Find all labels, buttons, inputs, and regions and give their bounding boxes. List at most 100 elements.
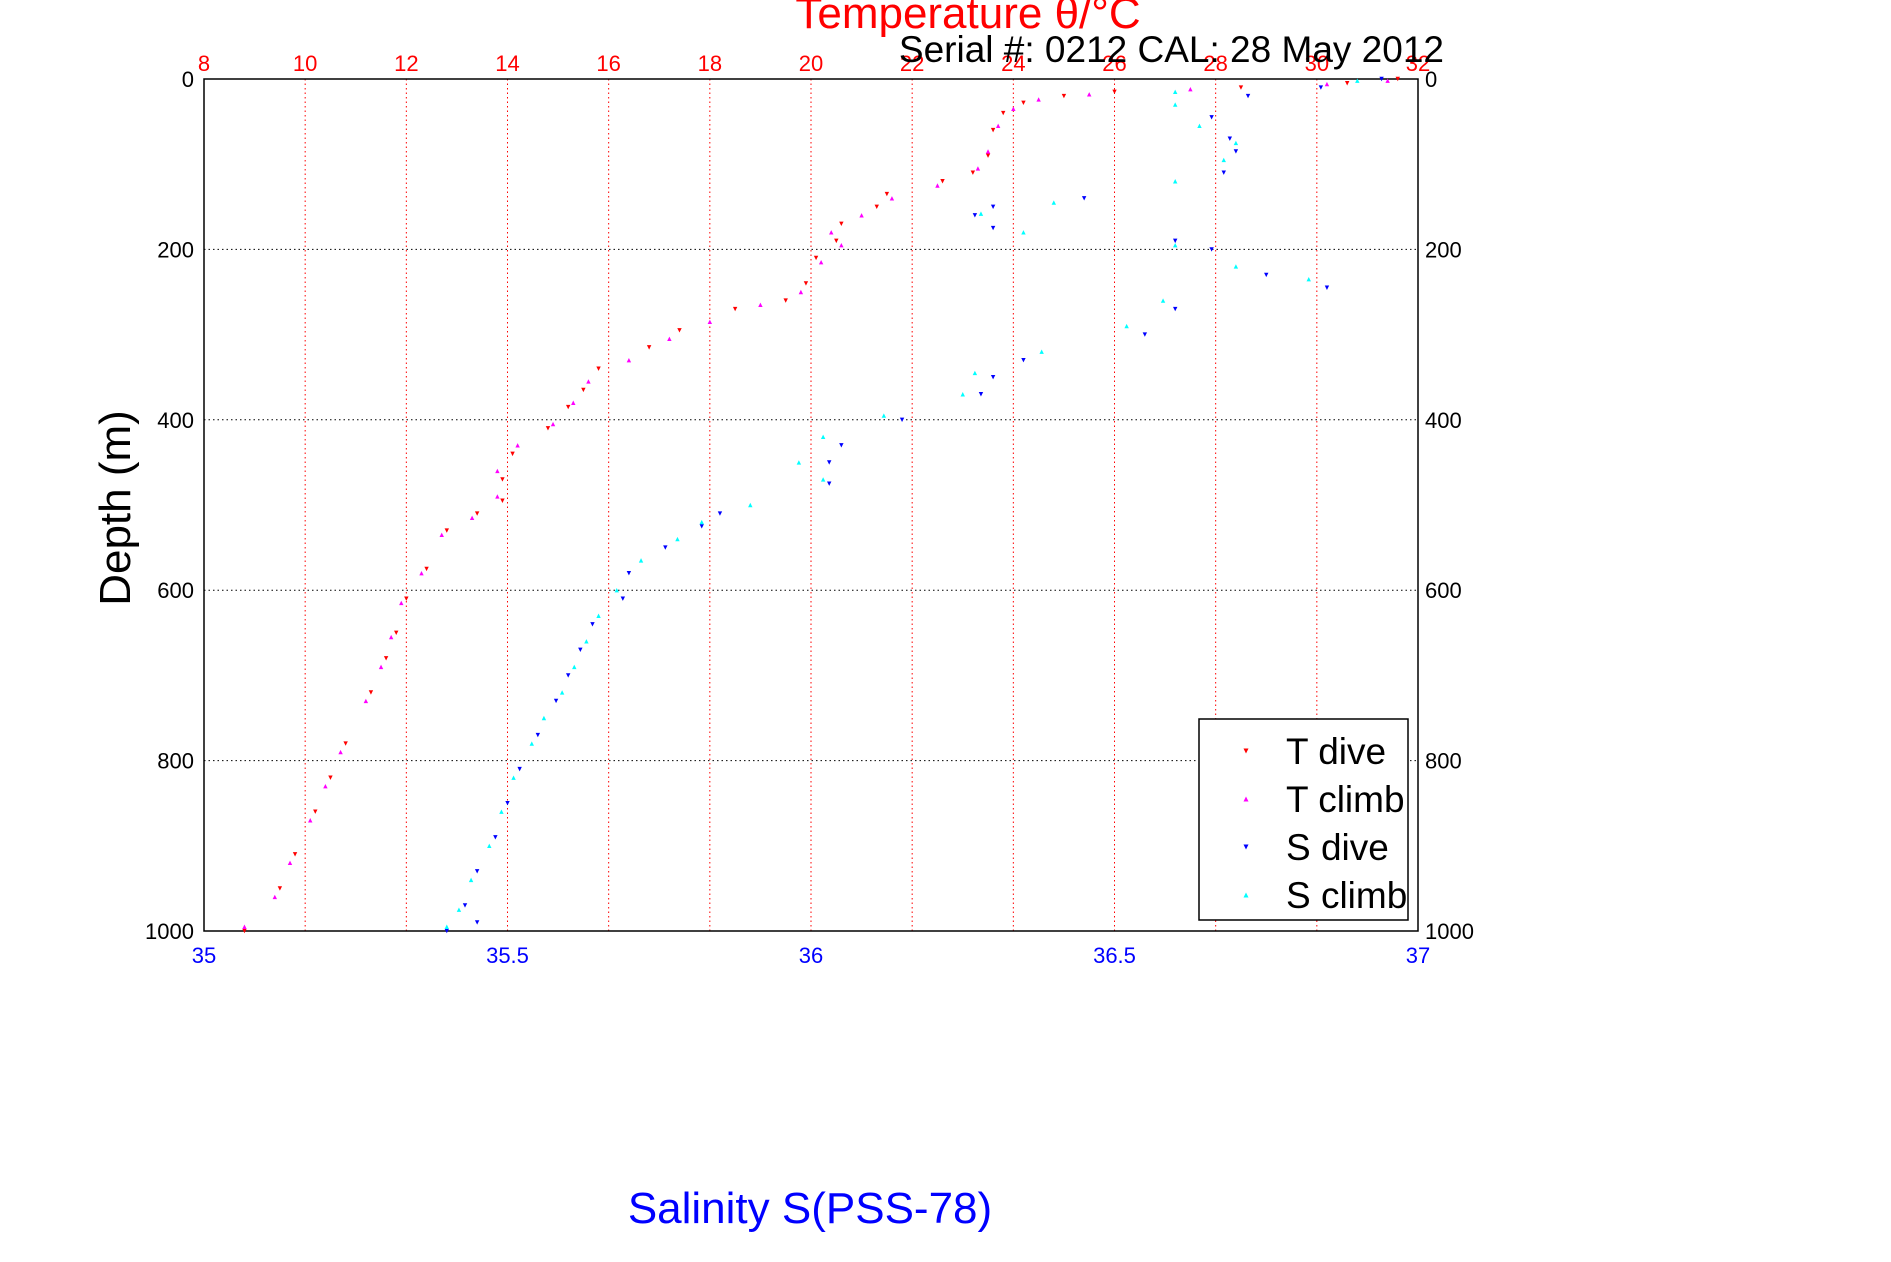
temperature-tick-label: 16 bbox=[596, 51, 620, 76]
data-point bbox=[638, 558, 644, 563]
data-point bbox=[1197, 123, 1202, 129]
data-point bbox=[839, 443, 844, 448]
data-point bbox=[272, 894, 278, 900]
data-point bbox=[584, 639, 589, 644]
salinity-tick-label: 35 bbox=[192, 943, 216, 968]
temperature-tick-label: 20 bbox=[799, 51, 823, 76]
data-point bbox=[717, 511, 723, 516]
data-point bbox=[859, 213, 864, 218]
data-point bbox=[1124, 323, 1129, 329]
data-point bbox=[1355, 78, 1360, 83]
data-point bbox=[500, 477, 505, 482]
depth-tick-label-right: 1000 bbox=[1425, 919, 1474, 944]
data-point bbox=[1173, 102, 1178, 107]
legend-marker bbox=[1243, 892, 1249, 898]
data-point bbox=[242, 924, 247, 929]
salinity-tick-label: 37 bbox=[1406, 943, 1430, 968]
data-point bbox=[829, 230, 834, 235]
data-point bbox=[1344, 81, 1350, 86]
legend-box bbox=[1198, 718, 1409, 921]
data-point bbox=[626, 357, 632, 363]
data-point bbox=[495, 494, 500, 499]
data-point bbox=[626, 570, 632, 576]
data-point bbox=[1081, 196, 1087, 201]
data-point bbox=[338, 749, 343, 755]
data-point bbox=[1221, 170, 1226, 175]
data-point bbox=[444, 528, 449, 533]
data-point bbox=[978, 392, 984, 397]
data-point bbox=[1385, 78, 1390, 83]
data-point bbox=[515, 443, 520, 448]
data-point bbox=[581, 387, 586, 393]
data-point bbox=[535, 732, 541, 738]
data-point bbox=[990, 375, 996, 380]
data-point bbox=[889, 196, 895, 201]
data-point bbox=[287, 860, 293, 866]
series-0 bbox=[242, 76, 1400, 934]
data-point bbox=[1021, 230, 1026, 235]
data-point bbox=[1011, 106, 1016, 112]
data-point bbox=[820, 434, 826, 440]
series-3 bbox=[444, 78, 1360, 929]
legend-marker bbox=[1243, 748, 1249, 754]
data-point bbox=[960, 392, 965, 397]
temperature-tick-label: 12 bbox=[394, 51, 418, 76]
data-point bbox=[1173, 89, 1178, 94]
depth-tick-label-right: 600 bbox=[1425, 578, 1462, 603]
data-point bbox=[474, 920, 480, 925]
depth-tick-label-right: 200 bbox=[1425, 237, 1462, 262]
data-point bbox=[495, 468, 500, 474]
depth-tick-label-left: 1000 bbox=[145, 919, 194, 944]
legend-label-t-climb: T climb bbox=[1286, 779, 1405, 820]
data-point bbox=[1173, 179, 1178, 184]
data-point bbox=[566, 673, 571, 678]
data-point bbox=[462, 903, 468, 908]
data-point bbox=[474, 511, 480, 516]
data-point bbox=[874, 204, 879, 209]
data-point bbox=[468, 877, 474, 883]
legend-marker bbox=[1243, 796, 1249, 802]
data-point bbox=[614, 588, 619, 593]
data-point bbox=[1221, 157, 1226, 163]
data-point bbox=[541, 715, 547, 721]
data-point bbox=[1233, 140, 1239, 146]
legend-marker bbox=[1243, 844, 1249, 850]
data-point bbox=[1306, 277, 1311, 282]
temperature-tick-label: 10 bbox=[293, 51, 317, 76]
data-point bbox=[1036, 97, 1041, 102]
data-point bbox=[1209, 115, 1214, 120]
data-point bbox=[578, 647, 583, 653]
data-point bbox=[970, 170, 976, 175]
data-point bbox=[1233, 264, 1239, 269]
data-point bbox=[456, 907, 462, 912]
data-point bbox=[978, 211, 984, 216]
data-point bbox=[439, 532, 444, 538]
tick-labels: 8 10 12 14 16 18 20 22 24 26 28 30 32 35 35.5 36 36.5 37 0… bbox=[145, 51, 1474, 968]
data-point bbox=[1233, 149, 1239, 154]
data-point bbox=[699, 524, 704, 529]
data-point bbox=[399, 600, 404, 606]
depth-tick-label-left: 0 bbox=[182, 67, 194, 92]
data-point bbox=[1112, 89, 1117, 94]
data-point bbox=[388, 634, 394, 640]
data-point bbox=[308, 818, 313, 823]
salinity-tick-label: 36.5 bbox=[1093, 943, 1136, 968]
data-point bbox=[1395, 76, 1400, 82]
data-point bbox=[242, 928, 247, 934]
data-point bbox=[675, 536, 680, 542]
data-point bbox=[783, 298, 788, 303]
data-point bbox=[419, 570, 424, 576]
data-point bbox=[985, 149, 991, 154]
data-point bbox=[1318, 85, 1324, 90]
data-point bbox=[1324, 285, 1330, 290]
data-point bbox=[586, 379, 591, 384]
data-point bbox=[758, 302, 763, 307]
temperature-tick-label: 24 bbox=[1001, 51, 1025, 76]
data-point bbox=[1021, 100, 1026, 106]
serial-cal-label: Serial #: 0212 CAL: 28 May 2012 bbox=[899, 29, 1444, 70]
data-point bbox=[881, 413, 887, 418]
data-point bbox=[1021, 357, 1026, 363]
data-point bbox=[1001, 110, 1006, 116]
data-point bbox=[646, 345, 652, 350]
